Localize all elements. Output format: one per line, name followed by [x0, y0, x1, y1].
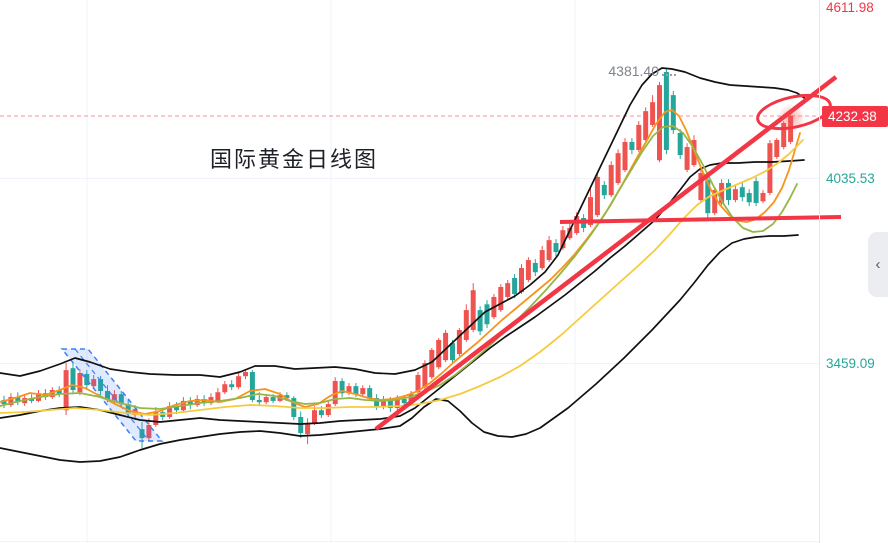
candle: [650, 95, 656, 127]
candle: [546, 235, 552, 262]
candle: [222, 381, 228, 395]
candle: [498, 284, 504, 313]
candle: [360, 385, 366, 397]
candle: [167, 402, 173, 419]
peak-dotted-trail-icon: [662, 66, 676, 76]
candle: [477, 306, 483, 336]
candle: [1, 395, 7, 408]
candle: [187, 397, 193, 410]
candle: [732, 185, 738, 203]
candle: [139, 422, 145, 449]
chevron-left-icon: ‹: [875, 256, 881, 273]
candle: [243, 369, 248, 380]
candle: [739, 183, 745, 202]
candle: [629, 138, 635, 155]
candle: [84, 370, 90, 391]
candle: [70, 362, 76, 395]
candle: [712, 187, 718, 216]
annotations-top: [374, 75, 842, 431]
horizontal-support-line[interactable]: [559, 215, 842, 224]
candle: [539, 245, 545, 270]
bollinger-lower-line: [0, 234, 799, 463]
peak-price-value: 4381.40: [608, 63, 659, 79]
candle: [305, 418, 311, 445]
candle: [118, 390, 124, 408]
candle: [484, 300, 490, 329]
candle: [760, 190, 766, 204]
current-price-tag: 4232.38: [822, 105, 888, 127]
candle: [208, 393, 214, 406]
candle: [677, 129, 683, 159]
candle: [622, 138, 628, 173]
candle: [553, 239, 559, 257]
candle: [608, 161, 614, 198]
candle: [643, 107, 649, 142]
bollinger-upper-line: [0, 67, 807, 378]
candle: [519, 264, 524, 295]
candle: [463, 304, 469, 342]
ma-mid-green-line: [0, 125, 798, 410]
ascending-trendline[interactable]: [374, 75, 838, 431]
chart-title[interactable]: 国际黄金日线图: [210, 147, 379, 172]
candle: [698, 168, 704, 203]
candle: [146, 418, 152, 443]
candle: [312, 406, 317, 425]
candle: [456, 328, 462, 356]
candle: [91, 374, 97, 390]
peak-price-label: 4381.40: [608, 63, 676, 79]
collapse-panel-button[interactable]: ‹: [868, 232, 888, 297]
candle: [594, 173, 600, 218]
bollinger-middle-line: [0, 159, 805, 425]
axis-tick-high: 4611.98: [826, 0, 874, 15]
candle: [636, 121, 642, 153]
price-axis-border: [819, 0, 820, 543]
candle: [63, 363, 69, 416]
candle: [153, 407, 159, 427]
candle: [443, 330, 449, 363]
candle: [56, 386, 62, 398]
candle: [339, 378, 345, 398]
candle: [98, 375, 104, 396]
candle: [753, 177, 759, 207]
candle: [532, 259, 538, 277]
candle: [77, 369, 83, 396]
axis-tick-mid: 4035.53: [826, 171, 875, 186]
grid-lines: [0, 0, 819, 543]
candle: [229, 380, 235, 391]
candle: [15, 392, 21, 406]
ma-slow-yellow-line: [0, 139, 804, 416]
candle: [298, 411, 304, 439]
candle: [726, 179, 731, 206]
candle: [505, 279, 511, 300]
drawings-layer: [60, 348, 164, 442]
candle: [615, 149, 621, 185]
candle: [512, 274, 518, 299]
candle: [774, 138, 780, 159]
candle: [525, 257, 531, 283]
candle: [601, 181, 607, 200]
candle: [436, 338, 442, 370]
candle: [8, 393, 14, 408]
candle: [332, 377, 338, 407]
candle: [249, 370, 255, 403]
descending-channel-drawing[interactable]: [60, 348, 164, 442]
channel-mid-dashed-line[interactable]: [74, 348, 150, 442]
candle: [684, 143, 690, 173]
candle: [429, 347, 435, 380]
highlight-ellipse[interactable]: [755, 90, 834, 135]
candle: [236, 373, 242, 390]
axis-tick-low: 3459.09: [826, 356, 875, 371]
candle: [746, 189, 752, 207]
candle: [657, 81, 662, 163]
